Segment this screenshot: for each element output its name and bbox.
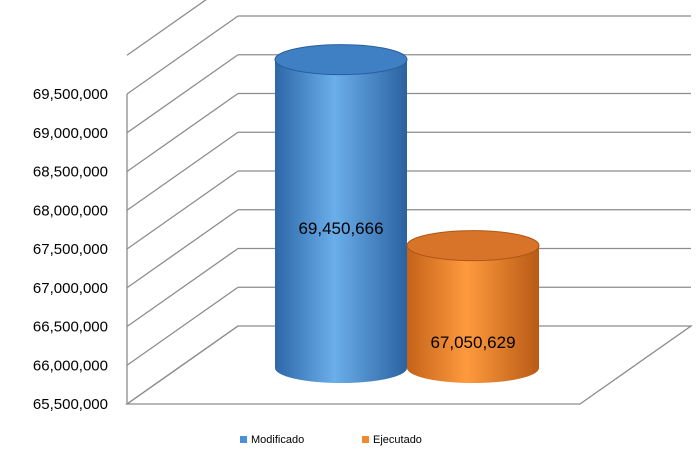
bar-ejecutado-top bbox=[406, 230, 540, 262]
gridline-side bbox=[126, 325, 239, 405]
y-tick-label: 68,500,000 bbox=[33, 164, 108, 181]
bar-modificado-body bbox=[275, 59, 407, 383]
bars: 69,450,666 67,050,629 bbox=[274, 44, 540, 383]
legend-swatch bbox=[240, 436, 247, 443]
gridline-side bbox=[126, 0, 207, 56]
data-label: 67,050,629 bbox=[430, 333, 515, 352]
gridline-side bbox=[126, 131, 239, 211]
y-tick-label: 66,000,000 bbox=[33, 357, 108, 374]
y-axis: 65,500,000 66,000,000 66,500,000 67,000,000… bbox=[33, 86, 108, 413]
y-tick-label: 67,000,000 bbox=[33, 280, 108, 297]
bar-modificado: 69,450,666 bbox=[274, 44, 408, 383]
gridline-side bbox=[126, 209, 239, 289]
bar-modificado-top bbox=[274, 44, 408, 76]
gridline-side bbox=[126, 54, 239, 134]
gridline-side bbox=[126, 15, 239, 95]
y-tick-label: 67,500,000 bbox=[33, 241, 108, 258]
y-tick-label: 68,000,000 bbox=[33, 202, 108, 219]
legend-swatch bbox=[362, 436, 369, 443]
gridline-side bbox=[126, 247, 239, 328]
bar-ejecutado-body bbox=[407, 245, 539, 383]
legend-label: Ejecutado bbox=[373, 434, 422, 446]
legend: Modificado Ejecutado bbox=[240, 434, 422, 446]
y-tick-label: 69,500,000 bbox=[33, 86, 108, 103]
y-tick-label: 65,500,000 bbox=[33, 396, 108, 413]
y-tick-label: 66,500,000 bbox=[33, 319, 108, 336]
y-tick-label: 69,000,000 bbox=[33, 125, 108, 142]
gridline-side bbox=[126, 170, 239, 250]
legend-label: Modificado bbox=[251, 434, 304, 446]
data-label: 69,450,666 bbox=[298, 219, 383, 238]
gridline-side bbox=[126, 286, 239, 366]
gridline-side bbox=[126, 92, 239, 173]
bar-ejecutado: 67,050,629 bbox=[406, 230, 540, 383]
